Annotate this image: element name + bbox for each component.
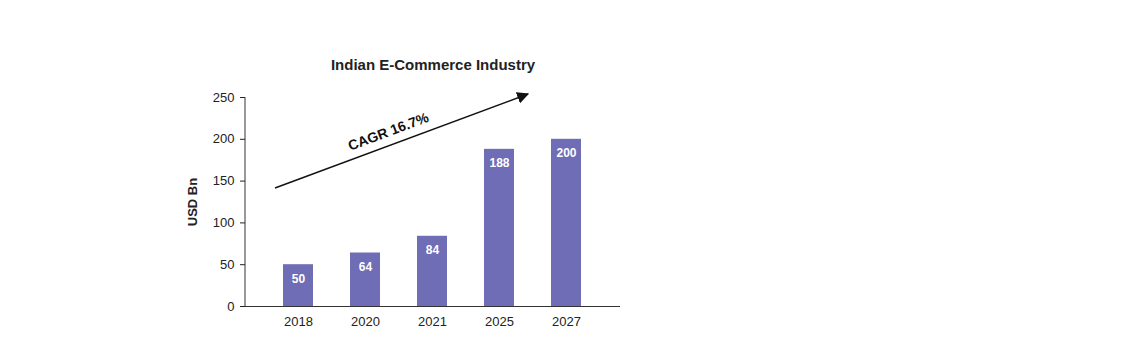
svg-text:0: 0 [227, 299, 234, 314]
svg-text:2027: 2027 [552, 314, 581, 329]
svg-text:200: 200 [556, 146, 576, 160]
svg-text:100: 100 [213, 215, 235, 230]
svg-text:2025: 2025 [485, 314, 514, 329]
svg-text:2020: 2020 [351, 314, 380, 329]
svg-text:Indian E-Commerce Industry: Indian E-Commerce Industry [331, 56, 536, 73]
svg-text:84: 84 [426, 243, 440, 257]
svg-text:USD Bn: USD Bn [185, 178, 200, 226]
svg-text:CAGR 16.7%: CAGR 16.7% [346, 109, 432, 154]
svg-text:50: 50 [220, 257, 234, 272]
svg-text:188: 188 [489, 156, 509, 170]
svg-text:150: 150 [213, 173, 235, 188]
svg-text:2018: 2018 [284, 314, 313, 329]
svg-text:2021: 2021 [418, 314, 447, 329]
svg-text:50: 50 [292, 272, 306, 286]
svg-text:250: 250 [213, 90, 235, 105]
svg-text:64: 64 [359, 260, 373, 274]
svg-text:200: 200 [213, 131, 235, 146]
